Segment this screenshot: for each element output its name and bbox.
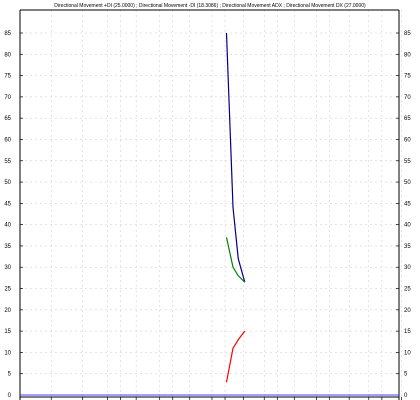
y-tick-label-right: 85: [404, 31, 411, 37]
y-tick-label-left: 50: [4, 180, 11, 186]
y-tick-label-left: 70: [4, 95, 11, 101]
y-tick-label-right: 15: [404, 329, 411, 335]
y-tick-label-left: 0: [8, 393, 12, 399]
y-tick-label-right: 5: [404, 372, 408, 378]
y-tick-label-left: 45: [4, 201, 11, 207]
y-tick-label-right: 50: [404, 180, 411, 186]
y-tick-label-left: 40: [4, 223, 11, 229]
y-tick-label-right: 55: [404, 159, 411, 165]
y-tick-label-right: 80: [404, 52, 411, 58]
y-tick-label-left: 60: [4, 137, 11, 143]
y-tick-label-right: 40: [404, 223, 411, 229]
axes: [19, 9, 402, 400]
chart-title: Directional Movement +DI (25.0000) ; Dir…: [54, 3, 366, 9]
series-lines: [20, 32, 399, 396]
y-tick-label-left: 75: [4, 74, 11, 80]
y-tick-label-left: 85: [4, 31, 11, 37]
y-tick-label-left: 15: [4, 329, 11, 335]
y-tick-label-left: 30: [4, 265, 11, 271]
y-tick-label-left: 80: [4, 52, 11, 58]
y-tick-label-left: 25: [4, 287, 11, 293]
grid-lines: [20, 10, 402, 397]
y-tick-label-right: 25: [404, 287, 411, 293]
series-line-adx: [225, 32, 246, 283]
y-tick-label-left: 35: [4, 244, 11, 250]
y-tick-label-right: 70: [404, 95, 411, 101]
y-tick-label-right: 75: [404, 74, 411, 80]
y-tick-label-left: 20: [4, 308, 11, 314]
y-tick-label-left: 55: [4, 159, 11, 165]
y-tick-label-right: 0: [404, 393, 408, 399]
series-line-plus_di: [225, 330, 246, 383]
y-tick-label-right: 10: [404, 350, 411, 356]
y-tick-label-left: 10: [4, 350, 11, 356]
y-tick-label-right: 35: [404, 244, 411, 250]
y-tick-label-left: 65: [4, 116, 11, 122]
y-tick-label-right: 20: [404, 308, 411, 314]
y-tick-label-right: 30: [404, 265, 411, 271]
y-tick-label-left: 5: [8, 372, 12, 378]
y-tick-label-right: 60: [404, 137, 411, 143]
y-tick-label-right: 45: [404, 201, 411, 207]
series-line-minus_di: [225, 237, 246, 283]
y-tick-label-right: 65: [404, 116, 411, 122]
